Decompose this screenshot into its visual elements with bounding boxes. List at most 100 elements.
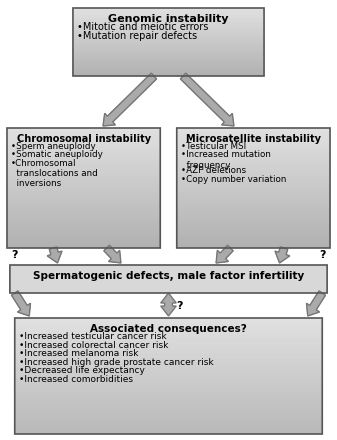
- Bar: [10, 276, 327, 277]
- Bar: [10, 269, 327, 270]
- Bar: [177, 176, 330, 179]
- Bar: [7, 212, 160, 215]
- Bar: [73, 37, 264, 39]
- Bar: [177, 179, 330, 182]
- Bar: [15, 370, 322, 373]
- Bar: [10, 278, 327, 279]
- Text: •Increased comorbidities: •Increased comorbidities: [19, 374, 133, 384]
- Text: Chromosomal instability: Chromosomal instability: [17, 134, 151, 144]
- Bar: [7, 245, 160, 248]
- Bar: [73, 52, 264, 54]
- Bar: [177, 215, 330, 218]
- Polygon shape: [180, 73, 234, 126]
- Bar: [10, 279, 327, 280]
- Bar: [15, 333, 322, 335]
- Polygon shape: [216, 245, 233, 263]
- Text: •Increased melanoma risk: •Increased melanoma risk: [19, 349, 138, 358]
- Bar: [7, 176, 160, 179]
- Bar: [15, 344, 322, 347]
- Bar: [177, 242, 330, 245]
- Bar: [73, 39, 264, 40]
- Bar: [73, 22, 264, 23]
- Bar: [177, 140, 330, 143]
- Polygon shape: [307, 291, 326, 316]
- Bar: [10, 268, 327, 269]
- Bar: [15, 330, 322, 333]
- Bar: [10, 277, 327, 278]
- Bar: [177, 185, 330, 188]
- Bar: [7, 146, 160, 149]
- Bar: [73, 18, 264, 20]
- Bar: [177, 152, 330, 155]
- Bar: [15, 408, 322, 411]
- Bar: [10, 284, 327, 285]
- Bar: [10, 288, 327, 289]
- Bar: [10, 271, 327, 272]
- Bar: [73, 11, 264, 13]
- Bar: [7, 221, 160, 224]
- Bar: [177, 227, 330, 230]
- Bar: [7, 209, 160, 212]
- Bar: [177, 188, 330, 191]
- Text: Genomic instability: Genomic instability: [108, 14, 229, 24]
- Polygon shape: [104, 245, 121, 263]
- Bar: [7, 152, 160, 155]
- Bar: [177, 233, 330, 236]
- Bar: [73, 67, 264, 69]
- Bar: [7, 170, 160, 173]
- Bar: [73, 74, 264, 76]
- Bar: [73, 35, 264, 37]
- Bar: [7, 140, 160, 143]
- Bar: [10, 286, 327, 287]
- Bar: [7, 128, 160, 131]
- Bar: [15, 431, 322, 434]
- Bar: [15, 362, 322, 364]
- Polygon shape: [11, 291, 30, 316]
- Bar: [73, 44, 264, 45]
- Text: •Copy number variation: •Copy number variation: [181, 175, 286, 184]
- Bar: [7, 155, 160, 158]
- Bar: [7, 131, 160, 134]
- Bar: [177, 131, 330, 134]
- Bar: [15, 396, 322, 399]
- Bar: [15, 364, 322, 367]
- Text: •Increased mutation
  frequency: •Increased mutation frequency: [181, 150, 271, 170]
- Bar: [73, 29, 264, 30]
- Bar: [73, 27, 264, 29]
- Polygon shape: [104, 245, 121, 263]
- Bar: [15, 382, 322, 385]
- Bar: [73, 69, 264, 71]
- Bar: [7, 185, 160, 188]
- Bar: [177, 239, 330, 242]
- Bar: [73, 45, 264, 47]
- Bar: [73, 13, 264, 15]
- Bar: [15, 422, 322, 425]
- Bar: [7, 167, 160, 170]
- Polygon shape: [11, 291, 30, 316]
- Bar: [73, 64, 264, 66]
- Polygon shape: [47, 247, 62, 263]
- Bar: [10, 275, 327, 276]
- Bar: [7, 191, 160, 194]
- Bar: [73, 57, 264, 59]
- Bar: [7, 173, 160, 176]
- Bar: [10, 290, 327, 291]
- Bar: [15, 405, 322, 408]
- Bar: [177, 203, 330, 206]
- Bar: [15, 402, 322, 405]
- Bar: [7, 242, 160, 245]
- Bar: [15, 373, 322, 376]
- Polygon shape: [275, 247, 290, 263]
- Text: Associated consequences?: Associated consequences?: [90, 324, 247, 334]
- Bar: [15, 385, 322, 388]
- Bar: [177, 155, 330, 158]
- Bar: [73, 49, 264, 51]
- Bar: [15, 353, 322, 356]
- Bar: [15, 367, 322, 370]
- Bar: [177, 137, 330, 140]
- Bar: [177, 197, 330, 200]
- Text: Microsatellite instability: Microsatellite instability: [186, 134, 321, 144]
- Bar: [15, 326, 322, 330]
- Bar: [10, 281, 327, 282]
- Text: •Sperm aneuploidy: •Sperm aneuploidy: [11, 142, 95, 151]
